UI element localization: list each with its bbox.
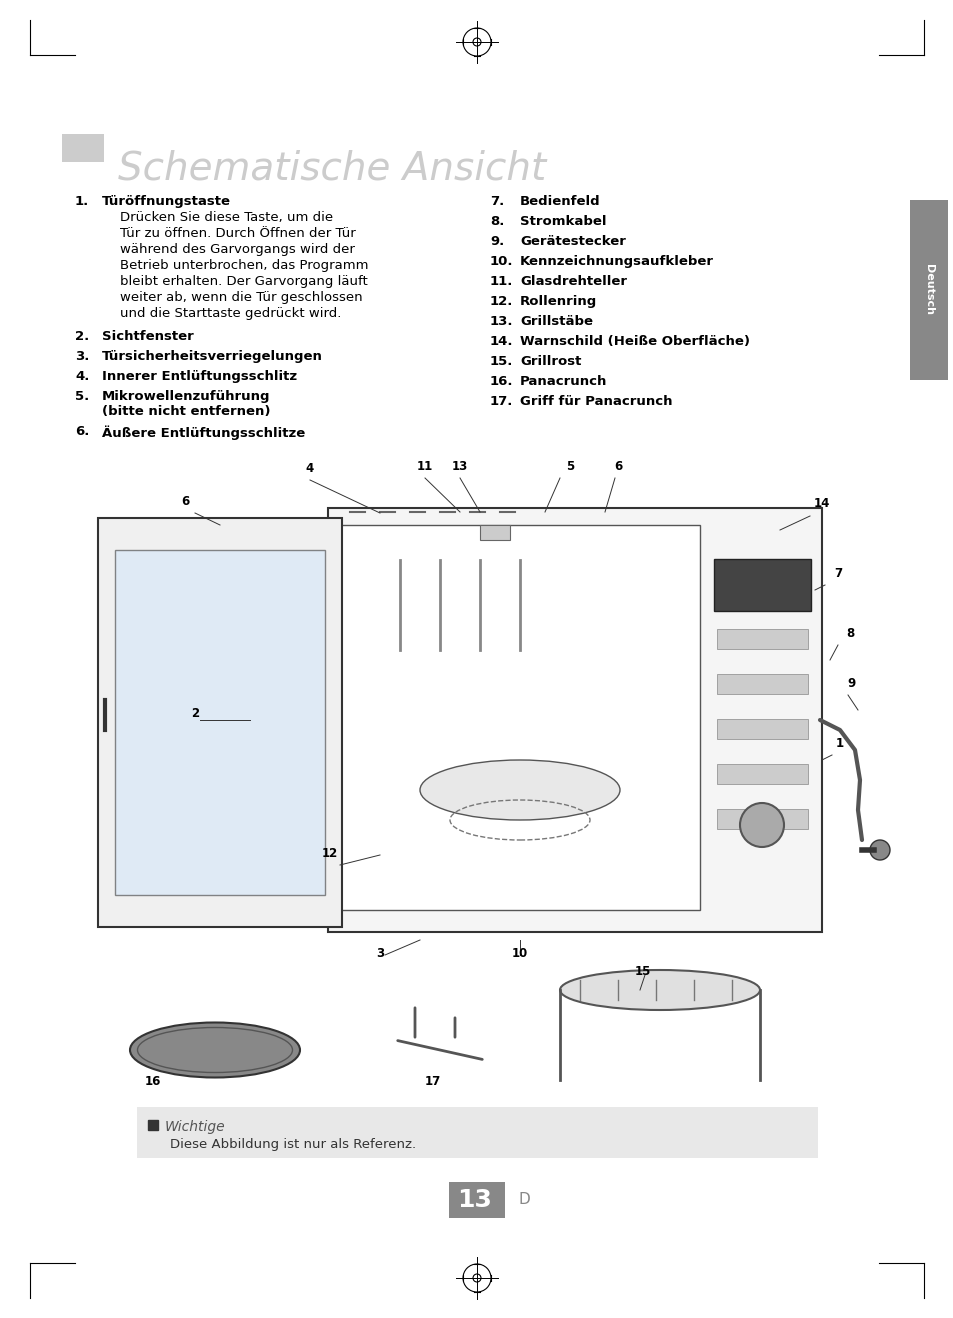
Text: 11.: 11. bbox=[490, 275, 513, 289]
Text: 17.: 17. bbox=[490, 395, 513, 409]
Text: 2.: 2. bbox=[75, 330, 90, 343]
Text: Tür zu öffnen. Durch Öffnen der Tür: Tür zu öffnen. Durch Öffnen der Tür bbox=[120, 227, 355, 240]
Text: 6: 6 bbox=[181, 496, 189, 507]
FancyBboxPatch shape bbox=[115, 550, 325, 895]
FancyBboxPatch shape bbox=[137, 1107, 817, 1159]
Text: 11: 11 bbox=[416, 460, 433, 473]
Circle shape bbox=[740, 803, 783, 847]
Text: 16.: 16. bbox=[490, 376, 513, 387]
Text: bleibt erhalten. Der Garvorgang läuft: bleibt erhalten. Der Garvorgang läuft bbox=[120, 275, 367, 289]
FancyBboxPatch shape bbox=[449, 1182, 504, 1218]
Circle shape bbox=[869, 840, 889, 861]
FancyBboxPatch shape bbox=[713, 559, 810, 612]
FancyBboxPatch shape bbox=[717, 720, 807, 739]
Text: Äußere Entlüftungsschlitze: Äußere Entlüftungsschlitze bbox=[102, 424, 305, 440]
Text: 12: 12 bbox=[321, 847, 337, 861]
Text: 17: 17 bbox=[424, 1075, 441, 1087]
FancyArrowPatch shape bbox=[397, 1041, 482, 1060]
Text: 10.: 10. bbox=[490, 254, 513, 268]
Text: 13: 13 bbox=[457, 1188, 492, 1213]
FancyBboxPatch shape bbox=[98, 518, 341, 927]
Ellipse shape bbox=[559, 970, 760, 1010]
FancyBboxPatch shape bbox=[328, 507, 821, 932]
Text: 1: 1 bbox=[835, 737, 843, 750]
Text: Grillstäbe: Grillstäbe bbox=[519, 315, 593, 328]
Text: 3: 3 bbox=[375, 948, 384, 960]
FancyBboxPatch shape bbox=[62, 134, 104, 162]
Text: Glasdrehteller: Glasdrehteller bbox=[519, 275, 626, 289]
Text: weiter ab, wenn die Tür geschlossen: weiter ab, wenn die Tür geschlossen bbox=[120, 291, 362, 304]
Text: Gerätestecker: Gerätestecker bbox=[519, 235, 625, 248]
FancyBboxPatch shape bbox=[717, 673, 807, 695]
Text: 4: 4 bbox=[306, 463, 314, 474]
Text: 16: 16 bbox=[145, 1075, 161, 1087]
Text: 6: 6 bbox=[613, 460, 621, 473]
Text: 14.: 14. bbox=[490, 335, 513, 348]
Text: Grillrost: Grillrost bbox=[519, 355, 580, 368]
Bar bbox=[479, 525, 510, 540]
Text: 15: 15 bbox=[635, 965, 651, 978]
Text: 13.: 13. bbox=[490, 315, 513, 328]
FancyBboxPatch shape bbox=[717, 764, 807, 784]
Text: (bitte nicht entfernen): (bitte nicht entfernen) bbox=[102, 405, 271, 418]
Text: Griff für Panacrunch: Griff für Panacrunch bbox=[519, 395, 672, 409]
Text: 14: 14 bbox=[813, 497, 829, 510]
Text: Diese Abbildung ist nur als Referenz.: Diese Abbildung ist nur als Referenz. bbox=[170, 1137, 416, 1151]
Text: 9.: 9. bbox=[490, 235, 504, 248]
Text: Wichtige: Wichtige bbox=[165, 1120, 226, 1133]
Text: Drücken Sie diese Taste, um die: Drücken Sie diese Taste, um die bbox=[120, 211, 333, 224]
Text: Deutsch: Deutsch bbox=[923, 265, 933, 315]
Text: 10: 10 bbox=[512, 948, 528, 960]
Text: 7: 7 bbox=[833, 567, 841, 580]
Text: Sichtfenster: Sichtfenster bbox=[102, 330, 193, 343]
Text: 9: 9 bbox=[847, 677, 855, 691]
Text: 6.: 6. bbox=[75, 424, 90, 438]
Text: Türöffnungstaste: Türöffnungstaste bbox=[102, 195, 231, 208]
Text: Warnschild (Heiße Oberfläche): Warnschild (Heiße Oberfläche) bbox=[519, 335, 749, 348]
Text: Bedienfeld: Bedienfeld bbox=[519, 195, 600, 208]
Text: Panacrunch: Panacrunch bbox=[519, 376, 607, 387]
Text: 5.: 5. bbox=[75, 390, 90, 403]
Text: Betrieb unterbrochen, das Programm: Betrieb unterbrochen, das Programm bbox=[120, 260, 368, 272]
Bar bbox=[148, 1120, 158, 1130]
Text: Türsicherheitsverriegelungen: Türsicherheitsverriegelungen bbox=[102, 351, 322, 362]
Text: 5: 5 bbox=[565, 460, 574, 473]
FancyBboxPatch shape bbox=[717, 629, 807, 648]
Text: und die Starttaste gedrückt wird.: und die Starttaste gedrückt wird. bbox=[120, 307, 341, 320]
Text: 13: 13 bbox=[452, 460, 468, 473]
Text: 12.: 12. bbox=[490, 295, 513, 308]
Text: D: D bbox=[518, 1193, 530, 1207]
Text: 3.: 3. bbox=[75, 351, 90, 362]
Text: 4.: 4. bbox=[75, 370, 90, 384]
Text: Schematische Ansicht: Schematische Ansicht bbox=[118, 150, 546, 188]
Text: Innerer Entlüftungsschlitz: Innerer Entlüftungsschlitz bbox=[102, 370, 296, 384]
Text: 2: 2 bbox=[191, 706, 199, 720]
Text: Stromkabel: Stromkabel bbox=[519, 215, 606, 228]
Text: 8: 8 bbox=[845, 627, 853, 641]
Text: 15.: 15. bbox=[490, 355, 513, 368]
Ellipse shape bbox=[130, 1023, 299, 1078]
Text: 8.: 8. bbox=[490, 215, 504, 228]
Text: Kennzeichnungsaufkleber: Kennzeichnungsaufkleber bbox=[519, 254, 713, 268]
FancyBboxPatch shape bbox=[909, 200, 947, 380]
Text: 1.: 1. bbox=[75, 195, 90, 208]
Text: 7.: 7. bbox=[490, 195, 504, 208]
FancyBboxPatch shape bbox=[717, 809, 807, 829]
Ellipse shape bbox=[419, 760, 619, 820]
Text: Rollenring: Rollenring bbox=[519, 295, 597, 308]
Text: Mikrowellenzuführung: Mikrowellenzuführung bbox=[102, 390, 271, 403]
FancyBboxPatch shape bbox=[339, 525, 700, 909]
Text: während des Garvorgangs wird der: während des Garvorgangs wird der bbox=[120, 243, 355, 256]
